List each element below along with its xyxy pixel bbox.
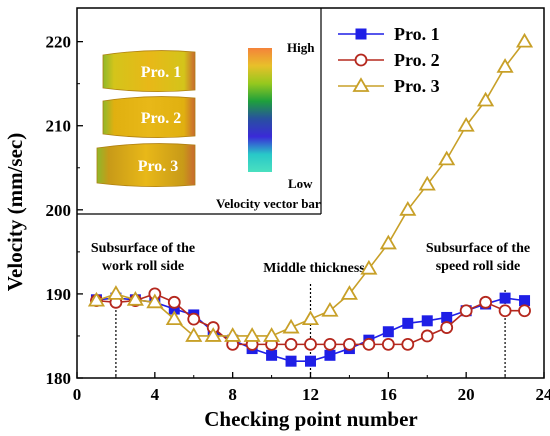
data-point: [438, 150, 456, 166]
data-point: [459, 304, 473, 318]
reference-label: work roll side: [102, 259, 184, 274]
data-point: [519, 295, 531, 307]
x-tick-label: 8: [228, 385, 237, 404]
legend: Pro. 1 Pro. 2 Pro. 3: [338, 24, 440, 96]
data-point: [126, 291, 144, 306]
data-point: [421, 315, 433, 327]
inset-slab-2: [102, 96, 196, 138]
reference-label: speed roll side: [436, 259, 521, 274]
data-point: [304, 337, 317, 351]
colorbar-title: Velocity vector bar: [216, 196, 321, 211]
inset-slab-label: Pro. 2: [141, 110, 182, 127]
series-layer: [87, 32, 534, 367]
data-point: [402, 317, 414, 329]
x-tick-label: 24: [536, 385, 550, 404]
inset-slab-1: [102, 50, 196, 92]
legend-item-1: Pro. 1: [338, 24, 440, 44]
inset-velocity-vectors: Pro. 1 Pro. 2 Pro. 3 High Low Velocity vector…: [77, 8, 322, 215]
legend-label: Pro. 2: [394, 50, 440, 70]
data-point: [187, 312, 201, 326]
x-tick-label: 0: [73, 385, 82, 404]
legend-label: Pro. 1: [394, 24, 440, 44]
data-point: [441, 311, 453, 323]
data-point: [321, 301, 339, 317]
data-point: [324, 349, 336, 361]
data-point: [360, 259, 378, 275]
data-point: [243, 327, 261, 342]
data-point: [379, 234, 397, 250]
reference-label: Middle thickness: [263, 261, 365, 276]
data-point: [343, 337, 356, 351]
inset-slab-label: Pro. 3: [138, 158, 179, 175]
legend-label: Pro. 3: [394, 76, 440, 96]
data-point: [340, 285, 358, 300]
y-axis-title: Velocity (mm/sec): [3, 133, 27, 291]
data-point: [499, 292, 511, 304]
data-point: [401, 337, 415, 351]
legend-marker: [352, 77, 370, 92]
colorbar-low-label: Low: [288, 176, 313, 191]
data-point: [399, 201, 417, 216]
data-point: [518, 304, 531, 318]
x-axis-title: Checking point number: [204, 407, 418, 431]
data-point: [266, 349, 278, 361]
data-point: [420, 329, 434, 343]
data-point: [515, 32, 534, 48]
data-point: [440, 321, 454, 334]
data-point: [477, 91, 495, 107]
data-point: [418, 175, 436, 191]
data-point: [204, 327, 222, 342]
data-point: [224, 327, 242, 342]
x-tick-label: 12: [302, 385, 319, 404]
reference-label: Subsurface of the: [426, 241, 530, 256]
series-3: [87, 32, 534, 342]
x-tick-label: 16: [380, 385, 397, 404]
data-point: [165, 310, 183, 326]
y-tick-label: 180: [46, 369, 72, 388]
axes: 0 4 8 12 16 20 24 180 190 200 210 220: [46, 7, 550, 404]
data-point: [305, 355, 316, 367]
data-point: [285, 355, 297, 367]
data-point: [498, 304, 512, 318]
data-point: [167, 295, 181, 309]
data-point: [87, 291, 106, 307]
y-tick-label: 190: [46, 285, 72, 304]
colorbar-high-label: High: [287, 40, 315, 55]
reference-label: Subsurface of the: [91, 241, 195, 256]
legend-marker: [354, 53, 368, 67]
data-point: [457, 116, 475, 132]
data-point: [263, 327, 281, 342]
legend-item-2: Pro. 2: [338, 50, 440, 70]
data-point: [381, 337, 395, 351]
data-point: [284, 337, 298, 351]
data-point: [146, 293, 164, 309]
data-point: [107, 285, 125, 300]
legend-item-3: Pro. 3: [338, 76, 440, 96]
data-point: [362, 337, 376, 351]
y-tick-label: 220: [46, 33, 72, 52]
y-tick-label: 200: [46, 201, 72, 220]
data-point: [301, 310, 320, 326]
data-point: [185, 327, 203, 342]
data-point: [479, 295, 493, 309]
data-point: [282, 318, 300, 334]
inset-slab-3: [96, 143, 196, 187]
data-point: [496, 58, 514, 73]
data-point: [382, 326, 394, 338]
colorbar: [248, 48, 272, 172]
x-tick-label: 20: [458, 385, 475, 404]
reference-lines: Subsurface of the work roll side Middle th…: [91, 241, 530, 378]
y-tick-label: 210: [46, 117, 72, 136]
x-tick-label: 4: [151, 385, 160, 404]
legend-marker: [355, 28, 367, 40]
data-point: [323, 337, 337, 351]
inset-slab-label: Pro. 1: [141, 64, 182, 81]
